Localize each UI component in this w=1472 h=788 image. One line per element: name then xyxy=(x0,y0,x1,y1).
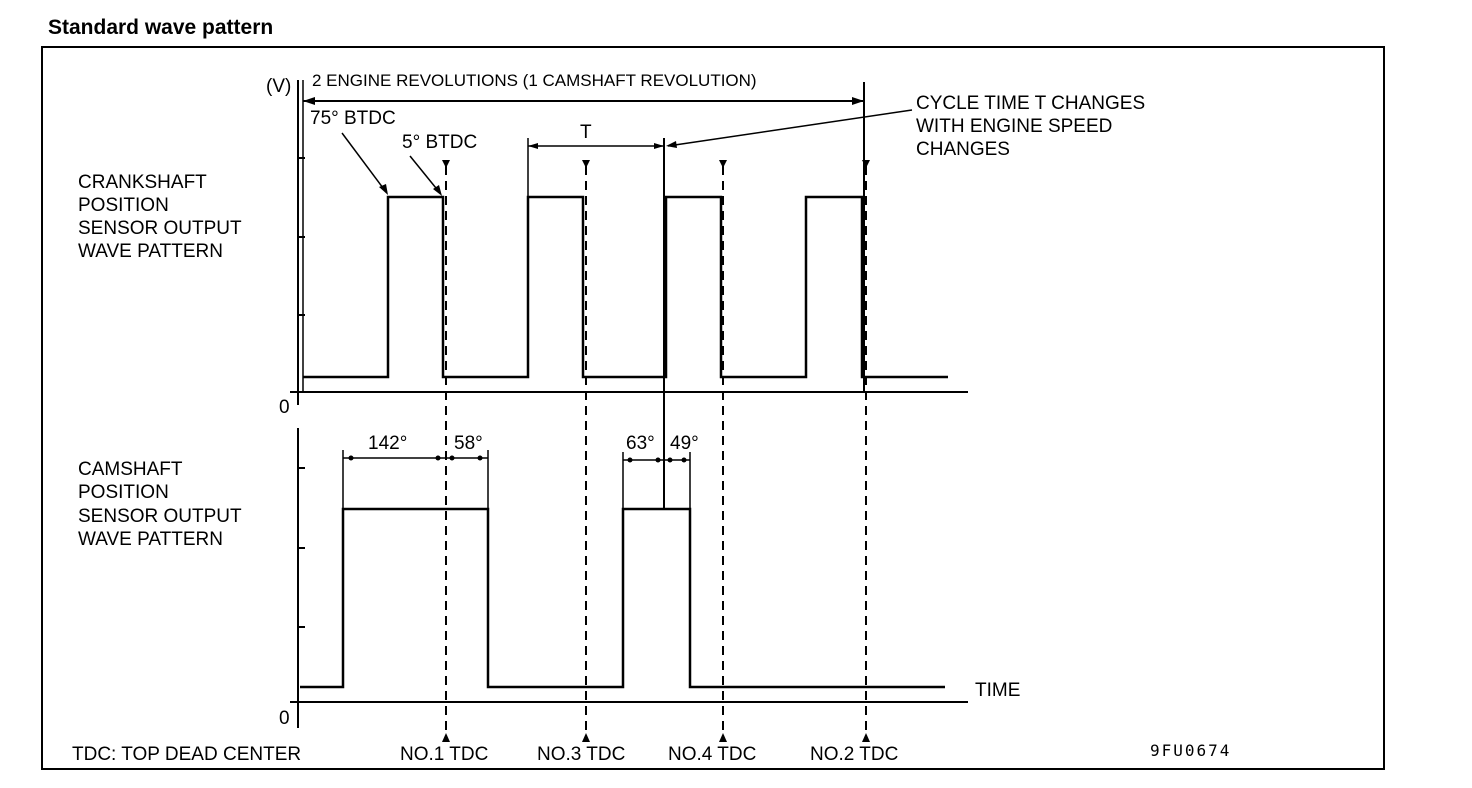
angle-58: 58° xyxy=(454,433,483,454)
crank-label-4: WAVE PATTERN xyxy=(78,241,223,262)
angle-49: 49° xyxy=(670,433,699,454)
tdc-label-no2: NO.2 TDC xyxy=(810,744,898,765)
cam-label-2: POSITION xyxy=(78,482,169,503)
cam-axis xyxy=(290,428,968,728)
cam-label-3: SENSOR OUTPUT xyxy=(78,506,242,527)
figure-code: 9FU0674 xyxy=(1150,741,1231,760)
angle-142: 142° xyxy=(368,433,407,454)
zero-label-lower: 0 xyxy=(279,708,290,729)
tdc-label-no4: NO.4 TDC xyxy=(668,744,756,765)
cycle-time-dimension xyxy=(527,109,913,509)
btdc-5-arrow xyxy=(409,155,441,194)
revolutions-label: 2 ENGINE REVOLUTIONS (1 CAMSHAFT REVOLUT… xyxy=(312,71,757,90)
zero-label-upper: 0 xyxy=(279,397,290,418)
btdc-75-arrow xyxy=(341,132,387,193)
crank-axis xyxy=(290,80,968,405)
cycle-note-line-2: WITH ENGINE SPEED xyxy=(916,116,1112,137)
revolutions-dimension xyxy=(302,80,865,392)
crankshaft-wave xyxy=(303,195,948,379)
btdc-75-label: 75° BTDC xyxy=(310,108,396,129)
cycle-note-line-3: CHANGES xyxy=(916,139,1010,160)
figure-frame xyxy=(41,46,1385,770)
crank-label-2: POSITION xyxy=(78,195,169,216)
cam-label-1: CAMSHAFT xyxy=(78,459,183,480)
angle-dimensions xyxy=(342,450,691,509)
page-title: Standard wave pattern xyxy=(48,16,273,39)
btdc-5-label: 5° BTDC xyxy=(402,132,477,153)
cycle-note-line-1: CYCLE TIME T CHANGES xyxy=(916,93,1145,114)
tdc-label-no1: NO.1 TDC xyxy=(400,744,488,765)
tdc-label-no3: NO.3 TDC xyxy=(537,744,625,765)
tdc-legend: TDC: TOP DEAD CENTER xyxy=(72,744,301,765)
crank-label-1: CRANKSHAFT xyxy=(78,172,207,193)
y-unit-label: (V) xyxy=(266,76,291,97)
crank-label-3: SENSOR OUTPUT xyxy=(78,218,242,239)
time-axis-label: TIME xyxy=(975,680,1020,701)
t-label: T xyxy=(580,122,592,143)
tdc-markers xyxy=(442,160,870,742)
cam-label-4: WAVE PATTERN xyxy=(78,529,223,550)
angle-63: 63° xyxy=(626,433,655,454)
camshaft-wave xyxy=(300,507,945,689)
